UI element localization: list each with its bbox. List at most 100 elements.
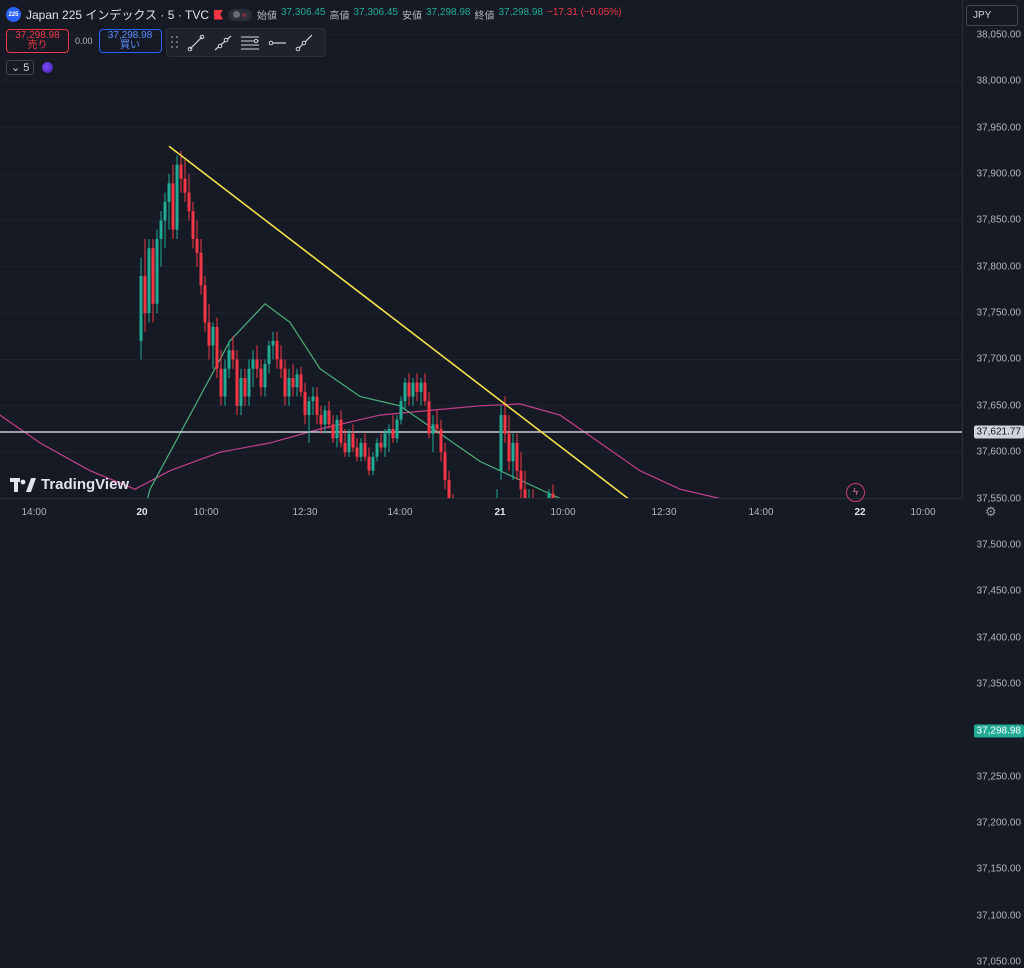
time-tick-label: 20	[136, 507, 147, 518]
time-tick-label: 10:00	[910, 507, 935, 518]
candle-body	[172, 183, 175, 229]
candle-body	[412, 383, 415, 397]
candle-body	[140, 276, 143, 341]
lightning-icon[interactable]: ϟ	[846, 483, 865, 502]
ray-icon[interactable]	[293, 32, 314, 53]
trade-panel: 37,298.98 売り 0.00 37,298.98 買い	[6, 29, 162, 53]
candle-body	[332, 424, 335, 438]
price-tick-label: 37,250.00	[977, 771, 1022, 782]
extended-line-icon[interactable]	[212, 32, 233, 53]
price-tick-label: 37,100.00	[977, 910, 1022, 921]
candle-body	[432, 424, 435, 433]
flag-icon	[214, 10, 223, 20]
candle-body	[368, 457, 371, 471]
time-tick-label: 14:00	[387, 507, 412, 518]
candle-body	[244, 378, 247, 397]
candle-body	[440, 429, 443, 452]
price-tick-label: 37,950.00	[977, 122, 1022, 133]
eye-icon	[233, 11, 240, 18]
candle-body	[248, 369, 251, 397]
close-value: 37,298.98	[498, 7, 543, 22]
candle-body	[384, 434, 387, 448]
candle-body	[388, 429, 391, 434]
candle-body	[504, 415, 507, 434]
candle-body	[404, 383, 407, 402]
candle-body	[300, 374, 303, 392]
wave-icon: ≈	[242, 10, 247, 20]
candle-body	[356, 448, 359, 457]
candle-body	[320, 415, 323, 424]
gear-icon[interactable]: ⚙	[985, 504, 997, 520]
low-label: 安値	[402, 7, 422, 22]
candle-body	[164, 202, 167, 221]
candle-body	[168, 183, 171, 202]
high-label: 高値	[329, 7, 349, 22]
candle-body	[328, 410, 331, 424]
candle-body	[324, 410, 327, 424]
candle-body	[256, 359, 259, 368]
price-tick-label: 37,150.00	[977, 864, 1022, 875]
candle-body	[188, 193, 191, 212]
horizontal-line-price-label: 37,621.77	[974, 425, 1024, 438]
price-tick-label: 37,600.00	[977, 447, 1022, 458]
candle-body	[340, 420, 343, 443]
candle-body	[360, 443, 363, 457]
candle-body	[268, 346, 271, 365]
candle-body	[304, 392, 307, 415]
time-tick-label: 14:00	[748, 507, 773, 518]
candle-body	[252, 359, 255, 368]
drag-handle-icon[interactable]	[171, 36, 179, 50]
candle-body	[240, 378, 243, 406]
buy-button[interactable]: 37,298.98 買い	[99, 29, 162, 53]
close-label: 終値	[474, 7, 494, 22]
horizontal-ray-icon[interactable]	[266, 32, 287, 53]
visibility-toggle[interactable]: ≈	[228, 9, 252, 21]
chart-plot-area[interactable]	[0, 0, 962, 498]
spread-value: 0.00	[75, 36, 93, 46]
candle-body	[196, 239, 199, 253]
candle-body	[520, 471, 523, 490]
interval-selector[interactable]: ⌄ 5	[6, 60, 34, 75]
indicator-orb-icon[interactable]	[42, 62, 53, 73]
candle-body	[160, 220, 163, 239]
interval-row: ⌄ 5	[6, 60, 53, 75]
candle-body	[180, 165, 183, 179]
pitchfork-icon[interactable]	[239, 32, 260, 53]
sell-label: 売り	[28, 41, 48, 52]
candle-body	[400, 401, 403, 420]
trendline	[169, 146, 918, 498]
price-tick-label: 37,400.00	[977, 632, 1022, 643]
candle-body	[308, 401, 311, 415]
price-tick-label: 37,550.00	[977, 493, 1022, 504]
trend-line-icon[interactable]	[185, 32, 206, 53]
candle-body	[232, 350, 235, 359]
open-value: 37,306.45	[281, 7, 326, 22]
ma-fast-line	[0, 304, 855, 498]
time-tick-label: 10:00	[550, 507, 575, 518]
price-tick-label: 37,650.00	[977, 400, 1022, 411]
open-label: 始値	[257, 7, 277, 22]
candle-body	[264, 364, 267, 387]
last-price-label: 37,298.98	[974, 725, 1024, 738]
candle-body	[216, 327, 219, 369]
candle-body	[364, 443, 367, 457]
price-tick-label: 37,800.00	[977, 261, 1022, 272]
symbol-title[interactable]: Japan 225 インデックス · 5 · TVC	[26, 6, 209, 23]
sell-button[interactable]: 37,298.98 売り	[6, 29, 69, 53]
candle-body	[228, 350, 231, 369]
price-tick-label: 37,500.00	[977, 539, 1022, 550]
price-tick-label: 37,050.00	[977, 957, 1022, 968]
brand-name: TradingView	[41, 476, 129, 493]
candle-body	[280, 359, 283, 368]
candle-body	[144, 276, 147, 313]
candle-body	[396, 420, 399, 439]
chevron-down-icon: ⌄	[11, 61, 20, 74]
price-tick-label: 37,350.00	[977, 678, 1022, 689]
candle-body	[316, 397, 319, 416]
candle-body	[204, 285, 207, 322]
